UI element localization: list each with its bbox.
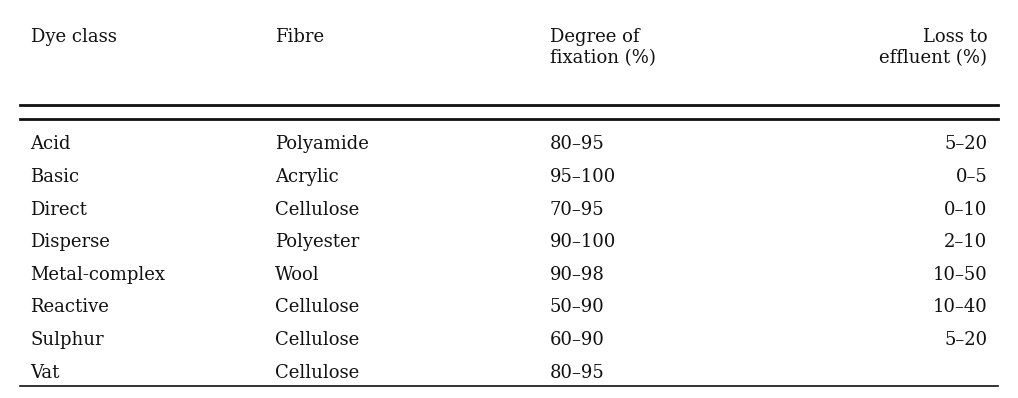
Text: Wool: Wool bbox=[275, 266, 320, 284]
Text: Reactive: Reactive bbox=[31, 298, 109, 316]
Text: 70–95: 70–95 bbox=[550, 201, 605, 219]
Text: Cellulose: Cellulose bbox=[275, 331, 359, 349]
Text: 80–95: 80–95 bbox=[550, 135, 605, 153]
Text: Vat: Vat bbox=[31, 364, 60, 382]
Text: Cellulose: Cellulose bbox=[275, 201, 359, 219]
Text: 90–98: 90–98 bbox=[550, 266, 605, 284]
Text: 10–50: 10–50 bbox=[932, 266, 987, 284]
Text: 2–10: 2–10 bbox=[945, 233, 987, 251]
Text: 80–95: 80–95 bbox=[550, 364, 605, 382]
Text: Metal-complex: Metal-complex bbox=[31, 266, 166, 284]
Text: Disperse: Disperse bbox=[31, 233, 110, 251]
Text: 50–90: 50–90 bbox=[550, 298, 605, 316]
Text: Cellulose: Cellulose bbox=[275, 364, 359, 382]
Text: 5–20: 5–20 bbox=[945, 135, 987, 153]
Text: 10–40: 10–40 bbox=[932, 298, 987, 316]
Text: Polyamide: Polyamide bbox=[275, 135, 369, 153]
Text: 5–20: 5–20 bbox=[945, 331, 987, 349]
Text: 0–5: 0–5 bbox=[956, 168, 987, 186]
Text: 95–100: 95–100 bbox=[550, 168, 616, 186]
Text: Sulphur: Sulphur bbox=[31, 331, 104, 349]
Text: 0–10: 0–10 bbox=[944, 201, 987, 219]
Text: Degree of
fixation (%): Degree of fixation (%) bbox=[550, 28, 656, 66]
Text: Cellulose: Cellulose bbox=[275, 298, 359, 316]
Text: Basic: Basic bbox=[31, 168, 79, 186]
Text: Acid: Acid bbox=[31, 135, 71, 153]
Text: Fibre: Fibre bbox=[275, 28, 324, 46]
Text: 60–90: 60–90 bbox=[550, 331, 605, 349]
Text: Dye class: Dye class bbox=[31, 28, 116, 46]
Text: Acrylic: Acrylic bbox=[275, 168, 339, 186]
Text: Loss to
effluent (%): Loss to effluent (%) bbox=[880, 28, 987, 66]
Text: Direct: Direct bbox=[31, 201, 88, 219]
Text: Polyester: Polyester bbox=[275, 233, 359, 251]
Text: 90–100: 90–100 bbox=[550, 233, 616, 251]
